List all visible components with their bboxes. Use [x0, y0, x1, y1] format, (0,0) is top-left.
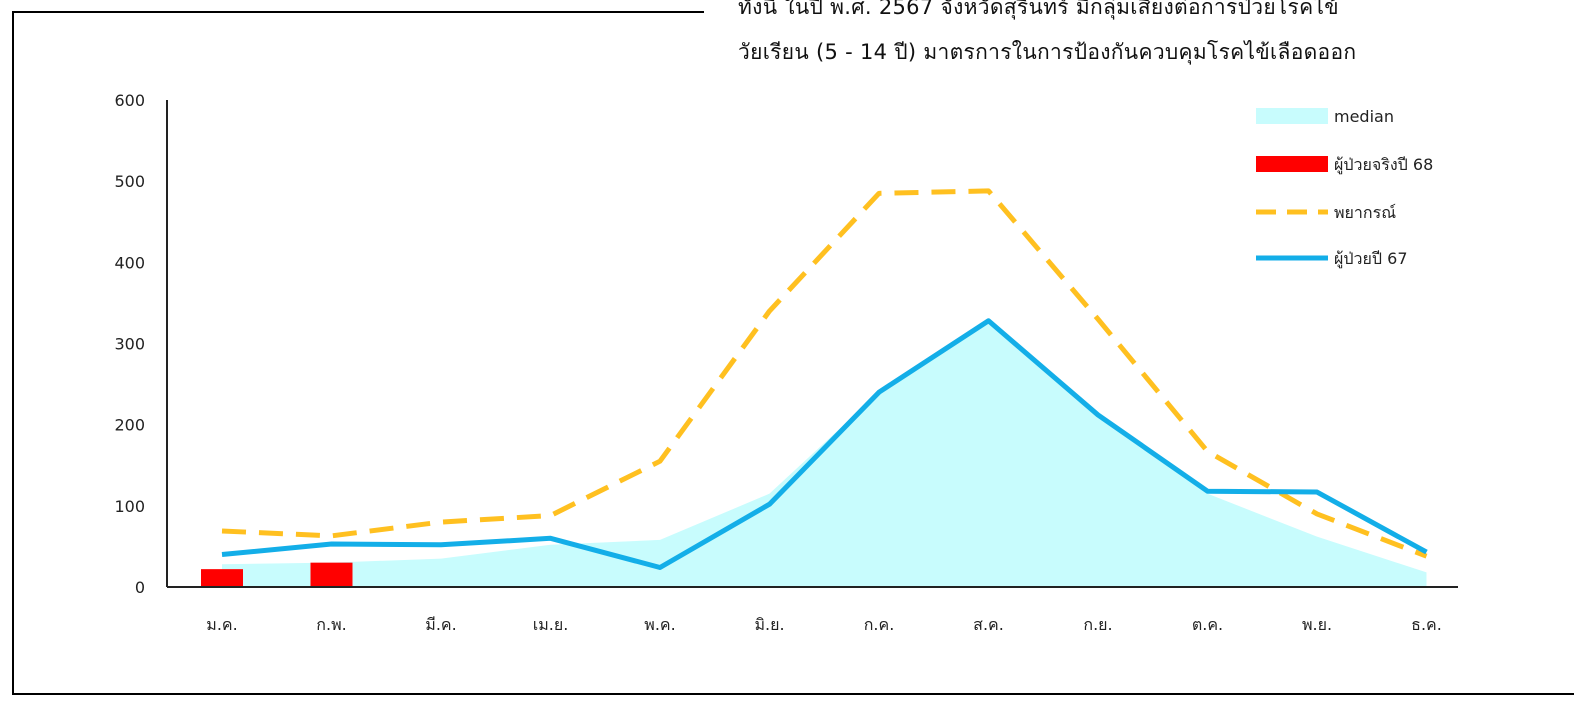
- actual-cases-bar: [310, 562, 353, 587]
- legend-label: median: [1334, 107, 1394, 126]
- forecast-line: [221, 188, 1428, 559]
- x-tick-label: มี.ค.: [425, 615, 456, 634]
- y-tick-label: 400: [114, 253, 145, 272]
- y-tick-label: 600: [114, 91, 145, 110]
- x-tick-label: พ.ย.: [1302, 615, 1332, 634]
- x-tick-label: พ.ค.: [644, 615, 675, 634]
- cases-67-line: [221, 318, 1428, 571]
- y-tick-label: 500: [114, 172, 145, 191]
- header-line-1: ทั้งนี้ ในปี พ.ศ. 2567 จังหวัดสุรินทร์ ม…: [738, 0, 1339, 19]
- y-tick-label: 100: [114, 497, 145, 516]
- x-tick-label: ธ.ค.: [1411, 615, 1442, 634]
- median-area: [222, 320, 1427, 587]
- legend-swatch-actual: [1256, 156, 1328, 172]
- x-tick-label: ม.ค.: [206, 615, 237, 634]
- x-tick-label: ก.ย.: [1083, 615, 1112, 634]
- legend-label: ผู้ป่วยจริงปี 68: [1334, 155, 1433, 175]
- legend-label: พยากรณ์: [1334, 203, 1396, 222]
- x-tick-label: ก.พ.: [316, 615, 346, 634]
- x-tick-label: มิ.ย.: [754, 615, 784, 634]
- y-tick-label: 200: [114, 416, 145, 435]
- legend-label: ผู้ป่วยปี 67: [1334, 249, 1408, 269]
- x-tick-label: ต.ค.: [1192, 615, 1223, 634]
- x-tick-label: ส.ค.: [973, 615, 1004, 634]
- x-tick-label: เม.ย.: [533, 615, 569, 634]
- header-line-2: วัยเรียน (5 - 14 ปี) มาตรการในการป้องกัน…: [738, 40, 1357, 64]
- actual-cases-bar: [201, 569, 243, 587]
- x-tick-label: ก.ค.: [864, 615, 895, 634]
- y-tick-label: 300: [114, 335, 145, 354]
- header-text: ทั้งนี้ ในปี พ.ศ. 2567 จังหวัดสุรินทร์ ม…: [704, 0, 1577, 70]
- legend-swatch-median: [1256, 108, 1328, 124]
- y-tick-label: 0: [135, 578, 145, 597]
